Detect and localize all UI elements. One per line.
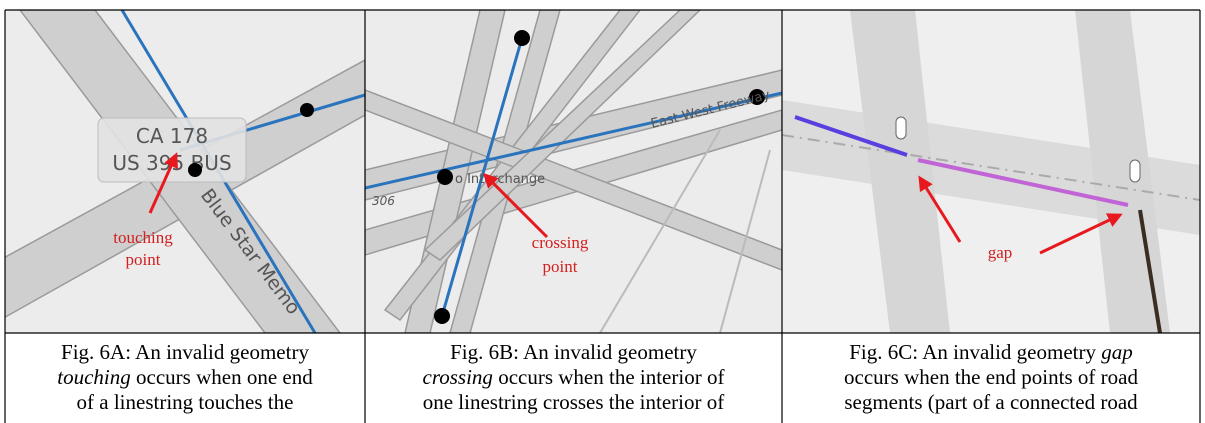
map-label: o Interchange	[455, 172, 545, 187]
caption-line: crossing occurs when the interior of	[423, 365, 725, 389]
caption-text: occurs when one end	[131, 365, 313, 389]
map-label: CA 178	[136, 124, 208, 148]
caption-term: gap	[1101, 340, 1133, 364]
caption-text: one linestring crosses the interior of	[423, 390, 725, 414]
caption-term: touching	[57, 365, 131, 389]
map-a: CA 178 US 395 BUS Blue Star Memo touchin…	[5, 10, 365, 333]
caption-line: Fig. 6A: An invalid geometry	[61, 340, 309, 364]
annotation: touching	[113, 228, 173, 247]
caption-line: touching occurs when one end	[57, 365, 313, 389]
caption-line: Fig. 6B: An invalid geometry	[450, 340, 697, 364]
caption-text: occurs when the interior of	[493, 365, 725, 389]
annotation: point	[543, 257, 578, 276]
map-label: 306	[372, 194, 395, 208]
caption-text: Fig. 6B: An invalid geometry	[450, 340, 697, 364]
annotation: crossing	[532, 233, 589, 252]
map-b: East-West Freeway o Interchange 306 cros…	[365, 10, 782, 333]
caption-term: crossing	[423, 365, 493, 389]
caption-text: occurs when the end points of road	[844, 365, 1138, 389]
annotation: gap	[988, 243, 1013, 262]
caption-line: occurs when the end points of road	[844, 365, 1138, 389]
caption-text: Fig. 6C: An invalid geometry	[849, 340, 1101, 364]
map-c: gap	[782, 10, 1200, 333]
table-borders	[4, 9, 1201, 423]
caption-line: Fig. 6C: An invalid geometry gap	[849, 340, 1133, 364]
caption-text: Fig. 6A: An invalid geometry	[61, 340, 309, 364]
caption-text: of a linestring touches the	[77, 390, 294, 414]
annotation: point	[126, 250, 161, 269]
caption-line: of a linestring touches the	[77, 390, 294, 414]
caption-text: segments (part of a connected road	[844, 390, 1138, 414]
caption-line: segments (part of a connected road	[844, 390, 1138, 414]
caption-line: one linestring crosses the interior of	[423, 390, 725, 414]
